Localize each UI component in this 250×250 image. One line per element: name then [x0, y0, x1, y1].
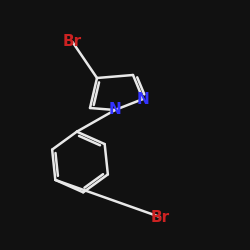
Text: N: N [136, 92, 149, 106]
Text: Br: Br [63, 34, 82, 50]
Text: N: N [108, 102, 121, 118]
Text: Br: Br [150, 210, 170, 224]
